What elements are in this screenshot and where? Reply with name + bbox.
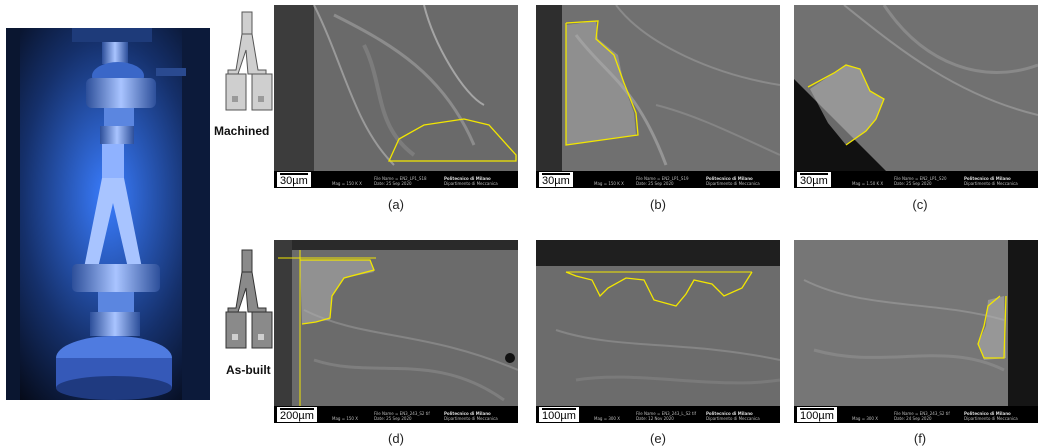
scale-bar: 30µm [797, 172, 831, 187]
caption-d: (d) [388, 431, 404, 446]
caption-f: (f) [913, 431, 927, 446]
sem-panel-a: 30µm Mag = 150 K X File Name = EN2_LP1_S… [274, 5, 518, 188]
fracture-surface-image [274, 5, 518, 171]
caption-c: (c) [912, 197, 928, 212]
as-built-specimen-icon [225, 249, 273, 349]
scale-bar: 30µm [539, 172, 573, 187]
sem-panel-d: 200µm Mag = 150 X File Name = EN3_243_S2… [274, 240, 518, 423]
sem-panel-c: 30µm Mag = 1.50 K X File Name = EN2_LP1_… [794, 5, 1038, 188]
row-label-machined: Machined [214, 124, 270, 138]
scale-bar: 30µm [277, 172, 311, 187]
scale-bar: 100µm [539, 407, 579, 422]
scale-bar: 100µm [797, 407, 837, 422]
machined-specimen-icon [225, 11, 273, 111]
caption-a: (a) [388, 197, 404, 212]
caption-e: (e) [650, 431, 666, 446]
info-bar [274, 171, 518, 188]
sem-panel-b: 30µm Mag = 150 K X File Name = EN2_LP1_S… [536, 5, 780, 188]
caption-b: (b) [650, 197, 666, 212]
specimen-photo [6, 28, 210, 400]
scale-bar: 200µm [277, 407, 317, 422]
sem-panel-f: 100µm Mag = 300 X File Name = EN3_243_S2… [794, 240, 1038, 423]
row-label-as-built: As-built [226, 363, 271, 377]
sem-panel-e: 100µm Mag = 300 X File Name = EN3_243_L_… [536, 240, 780, 423]
